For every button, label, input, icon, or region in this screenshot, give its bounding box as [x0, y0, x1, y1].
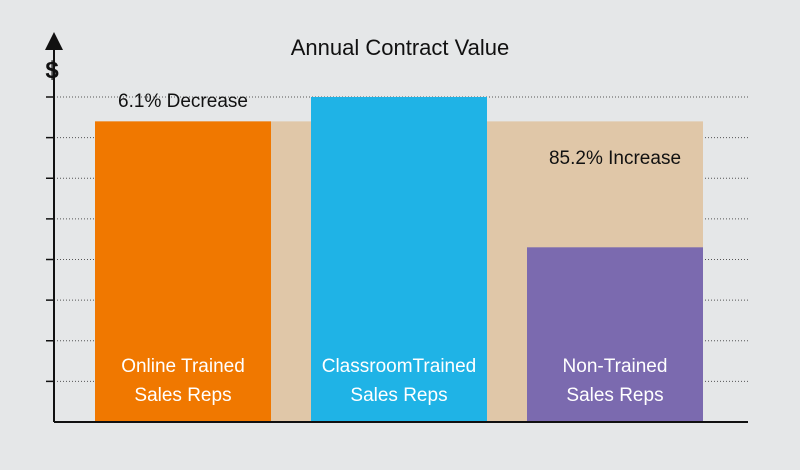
bar	[95, 121, 271, 422]
annotation-label: 6.1% Decrease	[118, 91, 248, 112]
annotations: 6.1% Decrease 85.2% Increase	[118, 91, 681, 169]
axes	[45, 32, 748, 423]
category-label: Non-Trained Sales Reps	[563, 356, 668, 406]
bar	[311, 97, 487, 422]
grid-lines	[46, 96, 748, 383]
category-label-line: Sales Reps	[350, 385, 447, 406]
category-label-line: Non-Trained	[563, 356, 668, 377]
chart-title: Annual Contract Value	[291, 35, 510, 60]
category-label: ClassroomTrained Sales Reps	[322, 356, 477, 406]
category-label-line: Online Trained	[121, 356, 245, 377]
category-label-line: Sales Reps	[566, 385, 663, 406]
bars	[95, 97, 703, 422]
category-label-line: Sales Reps	[134, 385, 231, 406]
category-label-line: ClassroomTrained	[322, 356, 477, 377]
category-label: Online Trained Sales Reps	[121, 356, 245, 406]
bar-labels: Online Trained Sales RepsClassroomTrained…	[121, 356, 667, 406]
y-axis-arrow-icon	[45, 32, 63, 50]
y-axis-label: $	[45, 57, 59, 84]
annotation-label: 85.2% Increase	[549, 148, 681, 169]
bar	[527, 247, 703, 422]
